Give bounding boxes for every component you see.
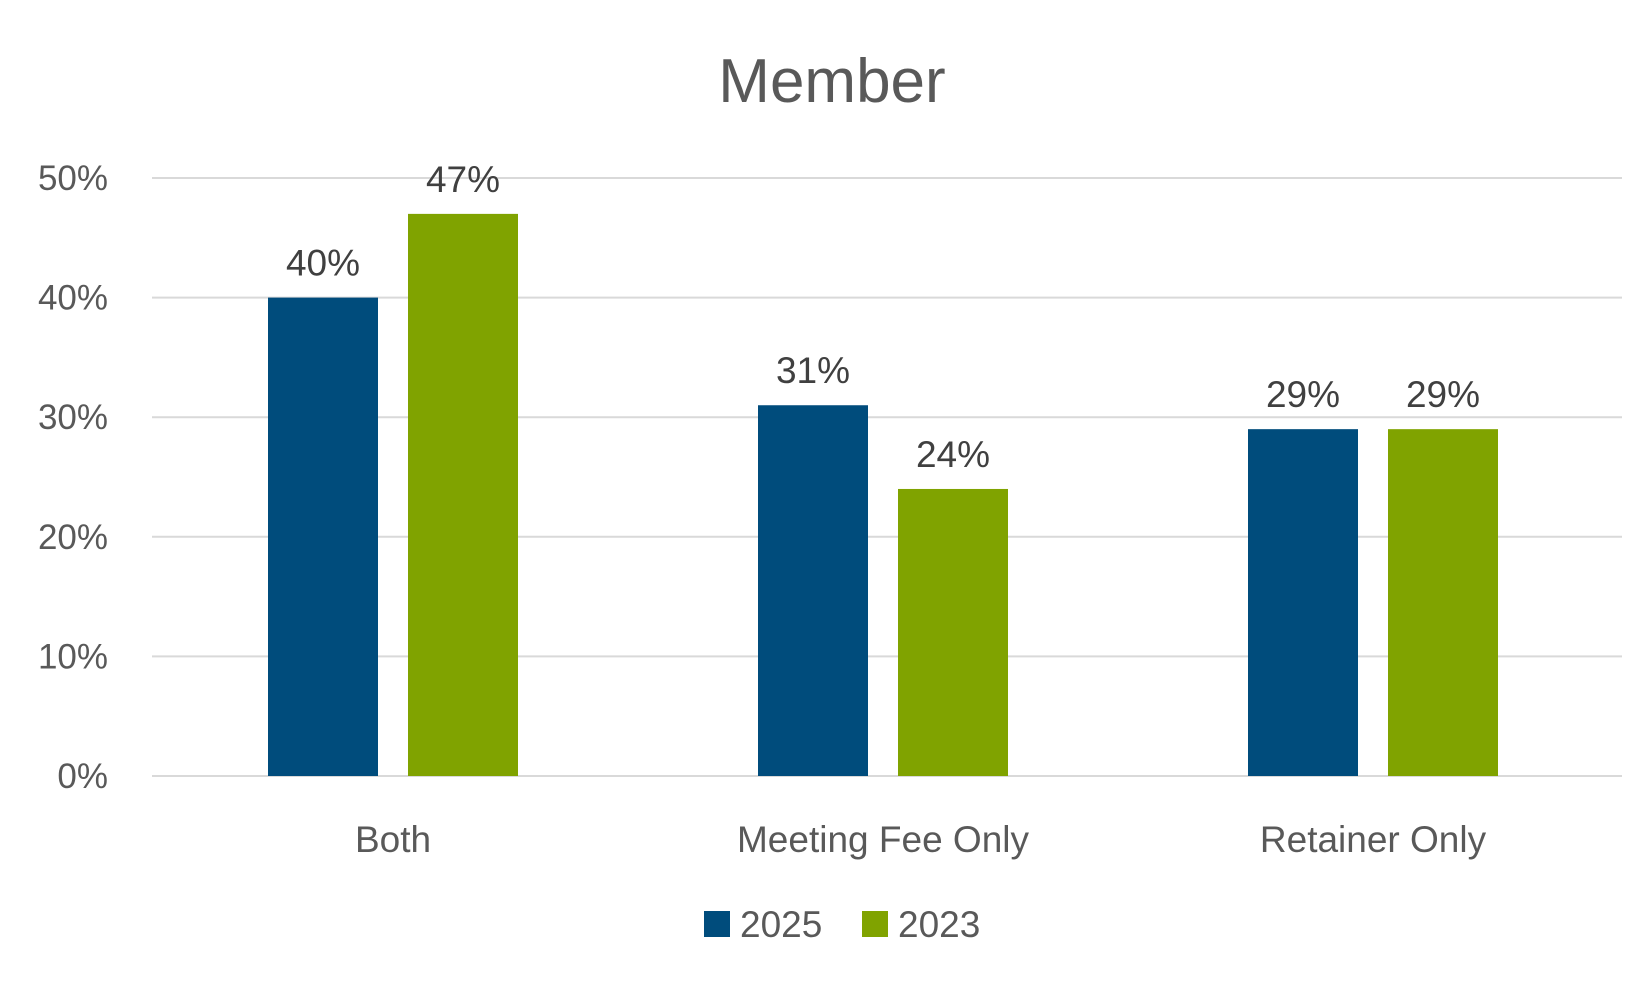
bar-2023-both (408, 213, 518, 776)
x-category-label: Retainer Only (1260, 819, 1487, 860)
data-label: 40% (286, 243, 360, 284)
y-tick-label: 20% (38, 518, 108, 557)
y-tick-label: 30% (38, 398, 108, 437)
bars (268, 213, 1498, 776)
legend: 2025 2023 (704, 904, 980, 945)
x-category-label: Meeting Fee Only (737, 819, 1030, 860)
legend-label: 2025 (740, 904, 822, 945)
data-label: 31% (776, 350, 850, 391)
chart-title: Member (718, 47, 945, 116)
y-tick-label: 50% (38, 159, 108, 198)
y-tick-label: 40% (38, 279, 108, 318)
gridlines (152, 177, 1622, 777)
bar-2025-meeting-fee-only (758, 405, 868, 776)
x-axis-categories: Both Meeting Fee Only Retainer Only (355, 819, 1487, 860)
legend-swatch (704, 911, 730, 937)
bar-2023-retainer-only (1388, 429, 1498, 776)
y-tick-label: 0% (57, 757, 108, 796)
data-label: 47% (426, 159, 500, 200)
data-labels: 40% 47% 31% 24% 29% 29% (286, 159, 1480, 475)
legend-label: 2023 (898, 904, 980, 945)
data-label: 24% (916, 434, 990, 475)
data-label: 29% (1266, 374, 1340, 415)
y-axis-ticks: 0% 10% 20% 30% 40% 50% (38, 159, 108, 796)
x-category-label: Both (355, 819, 431, 860)
bar-2025-both (268, 297, 378, 776)
bar-2025-retainer-only (1248, 429, 1358, 776)
legend-swatch (862, 911, 888, 937)
data-label: 29% (1406, 374, 1480, 415)
bar-2023-meeting-fee-only (898, 488, 1008, 776)
y-tick-label: 10% (38, 637, 108, 676)
